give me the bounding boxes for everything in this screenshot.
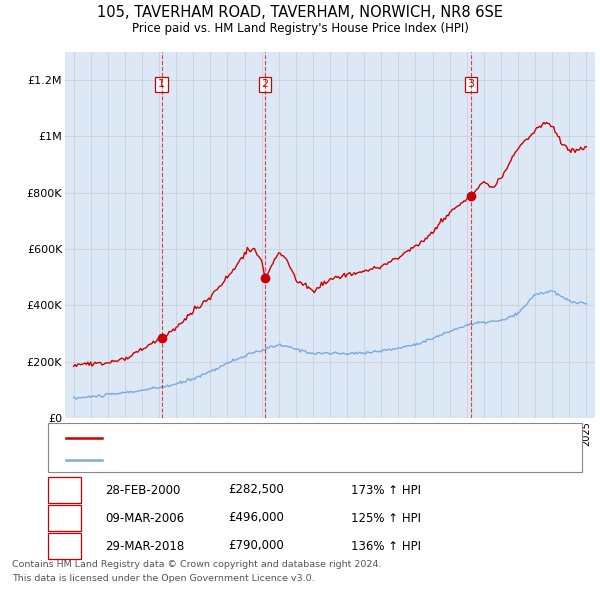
Text: 125% ↑ HPI: 125% ↑ HPI — [351, 512, 421, 525]
Text: £496,000: £496,000 — [228, 512, 284, 525]
Text: 136% ↑ HPI: 136% ↑ HPI — [351, 539, 421, 552]
Text: 29-MAR-2018: 29-MAR-2018 — [105, 539, 184, 552]
Text: 1: 1 — [61, 483, 68, 497]
Text: 105, TAVERHAM ROAD, TAVERHAM, NORWICH, NR8 6SE: 105, TAVERHAM ROAD, TAVERHAM, NORWICH, N… — [97, 5, 503, 20]
Text: £790,000: £790,000 — [228, 539, 284, 552]
Text: 173% ↑ HPI: 173% ↑ HPI — [351, 483, 421, 497]
Text: 3: 3 — [467, 80, 475, 89]
Text: £282,500: £282,500 — [228, 483, 284, 497]
Text: 09-MAR-2006: 09-MAR-2006 — [105, 512, 184, 525]
Text: 28-FEB-2000: 28-FEB-2000 — [105, 483, 181, 497]
Text: Price paid vs. HM Land Registry's House Price Index (HPI): Price paid vs. HM Land Registry's House … — [131, 22, 469, 35]
Text: 3: 3 — [61, 539, 68, 552]
Text: 1: 1 — [158, 80, 165, 89]
Text: 2: 2 — [61, 512, 68, 525]
Text: This data is licensed under the Open Government Licence v3.0.: This data is licensed under the Open Gov… — [12, 573, 314, 582]
Text: HPI: Average price, detached house, Broadland: HPI: Average price, detached house, Broa… — [114, 455, 372, 465]
Text: 105, TAVERHAM ROAD, TAVERHAM, NORWICH, NR8 6SE (detached house): 105, TAVERHAM ROAD, TAVERHAM, NORWICH, N… — [114, 432, 518, 442]
Text: 2: 2 — [261, 80, 268, 89]
Text: Contains HM Land Registry data © Crown copyright and database right 2024.: Contains HM Land Registry data © Crown c… — [12, 560, 382, 569]
